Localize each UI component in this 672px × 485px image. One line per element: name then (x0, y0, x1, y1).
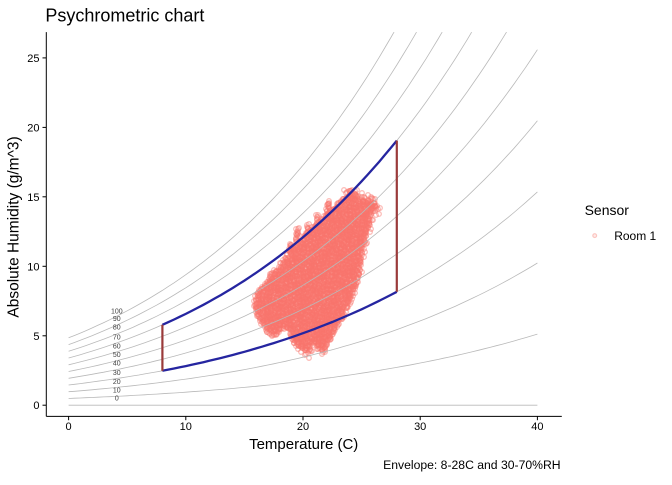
svg-text:20: 20 (297, 421, 309, 433)
svg-text:15: 15 (27, 192, 39, 204)
svg-text:Absolute Humidity (g/m^3): Absolute Humidity (g/m^3) (5, 136, 22, 317)
svg-text:40: 40 (113, 361, 121, 368)
svg-text:40: 40 (531, 421, 543, 433)
svg-text:Temperature (C): Temperature (C) (249, 436, 358, 453)
svg-text:5: 5 (33, 331, 39, 343)
svg-text:0: 0 (115, 396, 119, 403)
svg-text:0: 0 (33, 400, 39, 412)
svg-text:80: 80 (113, 325, 121, 332)
svg-text:Psychrometric chart: Psychrometric chart (45, 6, 204, 26)
svg-text:100: 100 (111, 309, 123, 316)
svg-text:90: 90 (113, 316, 121, 323)
svg-text:10: 10 (113, 388, 121, 395)
svg-text:10: 10 (180, 421, 192, 433)
svg-text:20: 20 (27, 122, 39, 134)
svg-text:30: 30 (414, 421, 426, 433)
svg-text:50: 50 (113, 352, 121, 359)
svg-text:25: 25 (27, 53, 39, 65)
svg-text:10: 10 (27, 261, 39, 273)
svg-text:0: 0 (66, 421, 72, 433)
svg-text:Room 1: Room 1 (614, 229, 656, 243)
svg-text:60: 60 (113, 343, 121, 350)
svg-text:20: 20 (113, 379, 121, 386)
svg-text:Sensor: Sensor (585, 202, 630, 218)
svg-text:30: 30 (113, 370, 121, 377)
svg-text:Envelope: 8-28C and 30-70%RH: Envelope: 8-28C and 30-70%RH (383, 458, 561, 472)
svg-text:70: 70 (113, 334, 121, 341)
